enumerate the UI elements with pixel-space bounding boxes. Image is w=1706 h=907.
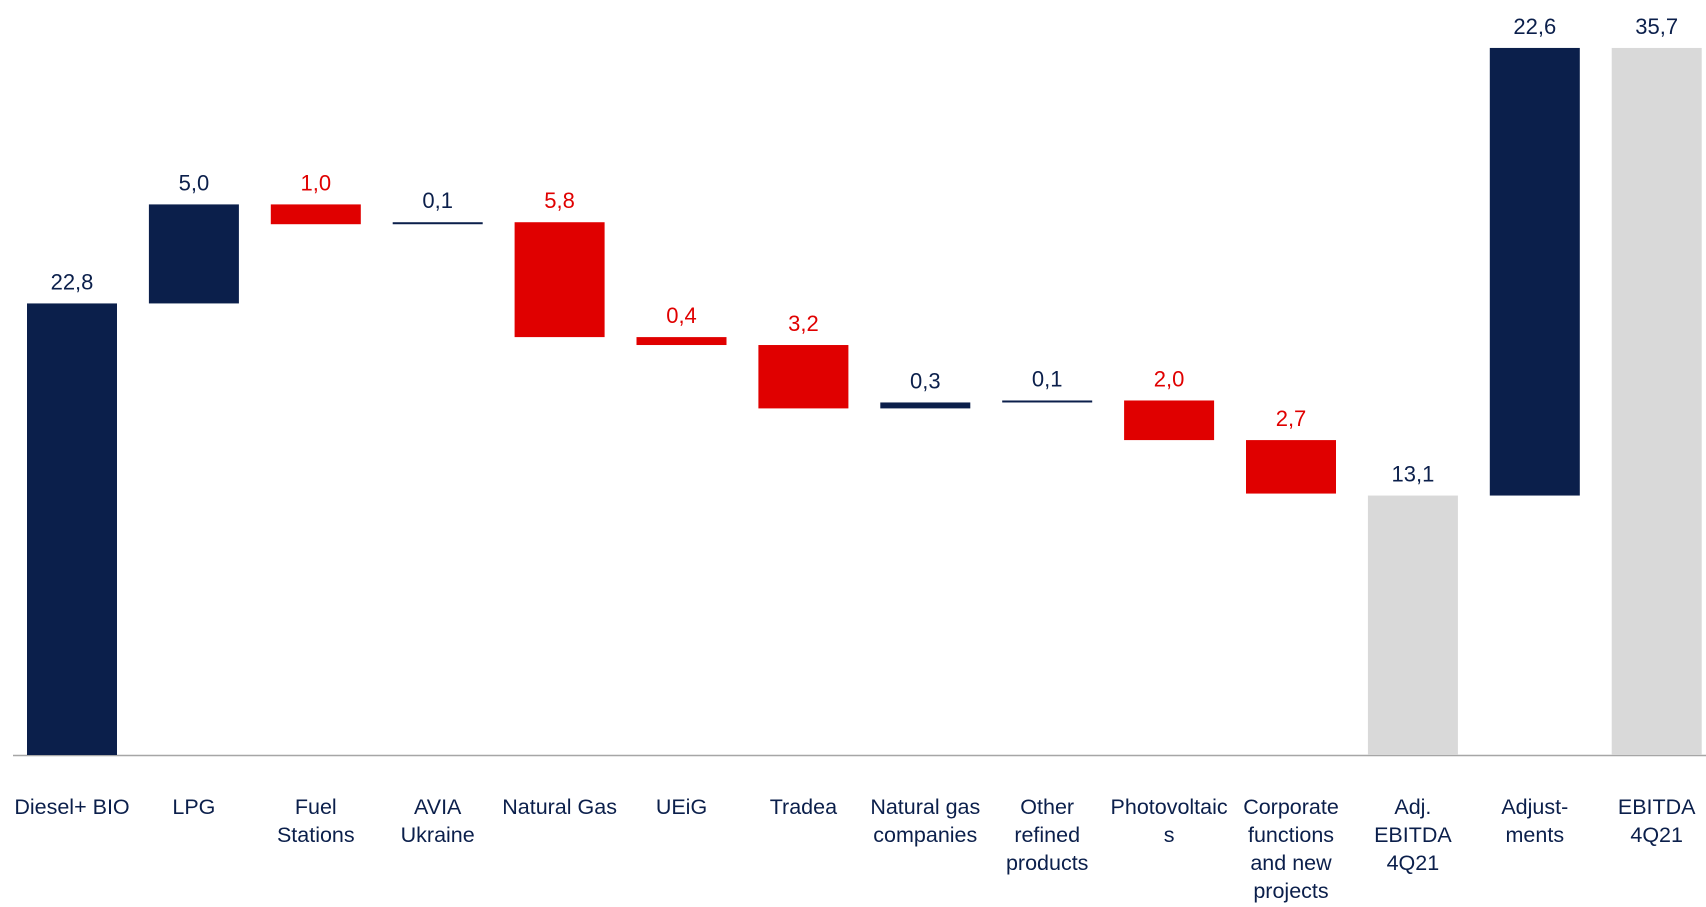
bar (880, 402, 971, 409)
bar (636, 337, 727, 346)
x-tick-label: Diesel+ BIO (14, 795, 130, 819)
value-label: 5,8 (544, 188, 575, 213)
value-label: 0,1 (422, 188, 453, 213)
x-tick-label: UEiG (655, 795, 708, 819)
bar (1367, 495, 1458, 755)
bar (1124, 400, 1215, 441)
x-tick-label: Adjust-ments (1501, 795, 1569, 847)
value-label: 13,1 (1391, 462, 1434, 487)
x-tick-label: Fuel Stations (276, 795, 355, 847)
value-label: 0,4 (666, 303, 697, 328)
value-label: 5,0 (179, 170, 210, 195)
bar (270, 204, 361, 225)
bar (514, 222, 605, 338)
bar (1489, 47, 1580, 496)
value-label: 22,6 (1513, 14, 1556, 39)
bar (27, 303, 117, 755)
x-tick-label: Other refined products (1005, 795, 1089, 875)
x-tick-label: Adj. EBITDA 4Q21 (1374, 795, 1452, 875)
bar (392, 222, 483, 225)
x-tick-label: LPG (172, 795, 216, 819)
value-label: 2,0 (1154, 366, 1185, 391)
bar (1246, 440, 1336, 494)
value-label: 0,1 (1032, 366, 1063, 391)
x-tick-label: Corporate functions and new projects (1243, 795, 1339, 903)
bar (1002, 400, 1093, 403)
value-label: 22,8 (51, 269, 94, 294)
value-label: 0,3 (910, 368, 941, 393)
x-tick-label: Photovoltaics (1110, 795, 1228, 847)
bar (758, 345, 849, 409)
x-tick-label: EBITDA 4Q21 (1617, 795, 1696, 847)
bar (148, 204, 239, 304)
value-label: 3,2 (788, 311, 819, 336)
x-tick-label: Natural Gas (502, 795, 617, 819)
x-tick-label: AVIA Ukraine (400, 795, 475, 847)
x-tick-label: Natural gas companies (870, 795, 981, 847)
bar (1611, 47, 1702, 756)
value-label: 35,7 (1635, 14, 1678, 39)
value-label: 2,7 (1276, 406, 1307, 431)
x-tick-label: Tradea (769, 795, 838, 819)
value-label: 1,0 (301, 170, 332, 195)
